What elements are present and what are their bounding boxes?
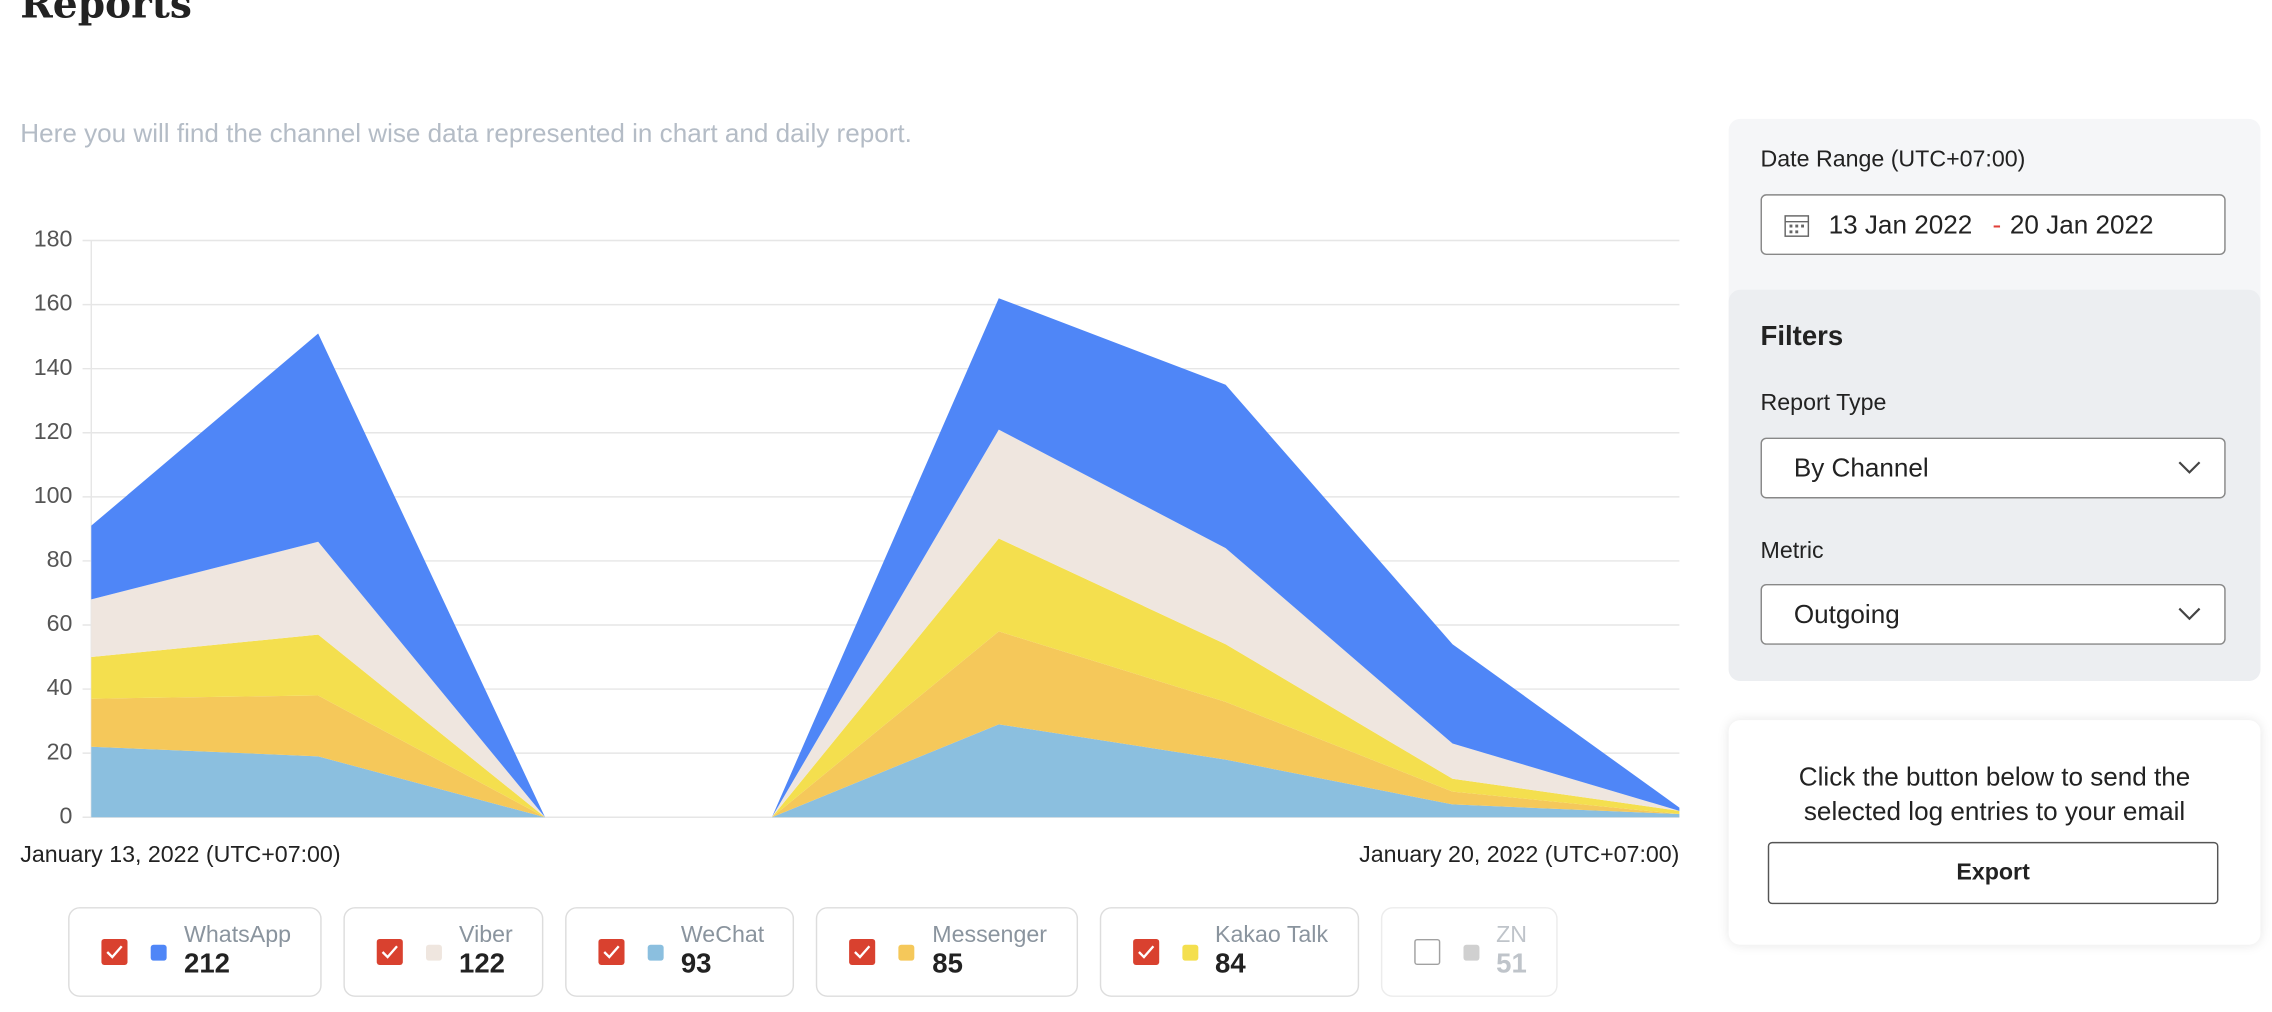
legend-total: 212 [184,949,230,980]
check [1137,945,1154,959]
legend-name: ZN [1496,923,1528,948]
checkbox [1413,938,1440,966]
legend-text: Messenger 85 [932,923,1047,981]
legend-text: Viber 122 [459,923,513,981]
legend-total: 122 [459,949,505,980]
report-type-value: By Channel [1793,452,1929,482]
metric-value: Outgoing [1793,599,1900,629]
legend-text: WeChat 93 [681,923,764,981]
chart: 0 20 40 60 80 100 120 140 160 180 [34,226,1680,828]
legend-name: WeChat [680,923,765,948]
page-title: Reports [20,0,192,28]
y-tick-label: 140 [34,354,73,380]
date-start: 13 Jan 2022 [1828,209,1973,239]
legend-text: WhatsApp 212 [184,923,291,981]
filters-title: Filters [1760,321,1844,353]
checkbox [376,938,403,966]
check [106,945,123,959]
legend-total: 84 [1215,949,1246,980]
checkbox [849,938,876,966]
y-tick-label: 160 [34,290,73,316]
legend-name: Messenger [932,923,1047,948]
date-separator: - [1992,209,2002,239]
date-end: 20 Jan 2022 [2009,209,2154,239]
area [91,429,1680,818]
check [381,945,398,959]
date-label: Date Range (UTC+07:00) [1760,147,2026,173]
legend-swatch [150,944,167,960]
export-text: Click the button below to send the selec… [1798,762,2191,826]
x-label: January 20, 2022 (UTC+07:00) [1359,843,1680,868]
legend-item[interactable]: Kakao Talk 84 [1099,907,1359,997]
report-type-label: Report Type [1760,391,1887,416]
legend-total: 85 [932,949,963,980]
subtitle: Here you will find the channel wise data… [20,118,912,148]
legend-name: Viber [459,923,513,948]
legend-swatch [1181,944,1198,960]
area [91,298,1680,818]
y-tick-label: 100 [34,482,73,508]
y-tick-label: 60 [47,610,73,636]
check [854,945,871,959]
checkbox [1132,938,1159,966]
legend-swatch [898,944,915,960]
x-label: January 13, 2022 (UTC+07:00) [20,843,341,868]
chevron [2178,607,2201,621]
legend-swatch [1462,944,1479,960]
calendar-icon [1784,215,1810,237]
checkbox [598,938,625,966]
legend-item[interactable]: ZN 51 [1380,907,1558,997]
legend-swatch [647,944,664,960]
date-picker[interactable]: 13 Jan 2022 - 20 Jan 2022 [1760,194,2226,256]
legend-total: 93 [680,949,712,980]
metric-label: Metric [1760,539,1824,564]
legend-swatch [425,944,442,960]
y-tick-label: 80 [47,546,73,572]
check [603,945,620,959]
y-tick-label: 0 [60,802,73,828]
legend-total: 51 [1496,949,1527,980]
y-tick-label: 40 [47,674,73,700]
legend-item[interactable]: Viber 122 [343,907,544,997]
legend: WhatsApp 212 Viber 122 WeChat 93 Messenger 85 Ka… [68,907,1558,997]
legend-text: ZN 51 [1496,923,1527,981]
legend-name: Kakao Talk [1215,923,1329,948]
legend-name: WhatsApp [184,923,291,948]
legend-item[interactable]: WhatsApp 212 [68,907,322,997]
y-tick-label: 120 [34,418,73,444]
export-card [1728,720,2261,945]
legend-item[interactable]: WeChat 93 [564,907,795,997]
chevron [2178,461,2201,474]
y-tick-label: 20 [47,738,73,764]
checkbox [101,938,128,966]
metric-select[interactable]: Outgoing [1760,583,2226,645]
legend-text: Kakao Talk 84 [1215,923,1328,981]
report-type-select[interactable]: By Channel [1760,437,2226,499]
legend-item[interactable]: Messenger 85 [816,907,1078,997]
y-tick-label: 180 [34,226,73,252]
export-button[interactable]: Export [1767,841,2219,905]
